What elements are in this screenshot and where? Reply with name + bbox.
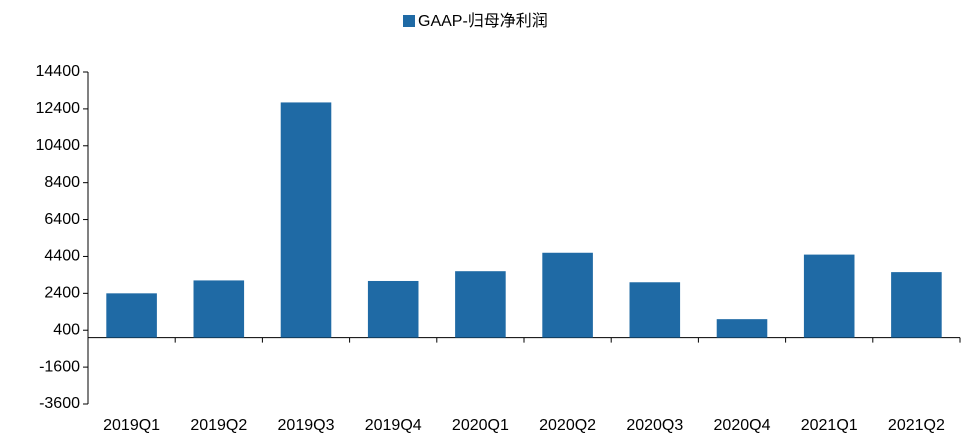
y-tick-label: 12400 xyxy=(36,100,81,117)
y-tick-label: 10400 xyxy=(36,137,81,154)
y-tick-label: -1600 xyxy=(39,358,80,375)
bar xyxy=(106,293,157,338)
bar xyxy=(280,102,332,338)
y-tick-label: 2400 xyxy=(44,285,80,302)
y-tick-label: 4400 xyxy=(44,248,80,265)
x-tick-label: 2020Q2 xyxy=(539,417,596,434)
x-tick-label: 2020Q1 xyxy=(452,417,509,434)
y-tick-label: 6400 xyxy=(44,211,80,228)
bar xyxy=(629,282,681,338)
y-tick-label: -3600 xyxy=(39,395,80,412)
x-tick-label: 2021Q2 xyxy=(888,417,945,434)
bar xyxy=(193,280,245,338)
x-tick-label: 2020Q3 xyxy=(626,417,683,434)
bar xyxy=(803,254,855,338)
x-tick-label: 2019Q4 xyxy=(365,417,422,434)
bar xyxy=(367,280,419,338)
bar xyxy=(455,271,506,338)
y-tick-label: 8400 xyxy=(44,174,80,191)
bar xyxy=(716,319,768,338)
x-tick-label: 2019Q1 xyxy=(103,417,160,434)
x-tick-label: 2021Q1 xyxy=(801,417,858,434)
legend-swatch xyxy=(403,15,415,27)
x-tick-label: 2019Q2 xyxy=(190,417,247,434)
legend-label: GAAP-归母净利润 xyxy=(418,12,548,30)
bar xyxy=(891,272,942,338)
y-tick-label: 400 xyxy=(53,321,80,338)
y-tick-label: 14400 xyxy=(36,63,81,80)
x-tick-label: 2020Q4 xyxy=(714,417,771,434)
bar xyxy=(542,252,593,338)
x-tick-label: 2019Q3 xyxy=(278,417,335,434)
